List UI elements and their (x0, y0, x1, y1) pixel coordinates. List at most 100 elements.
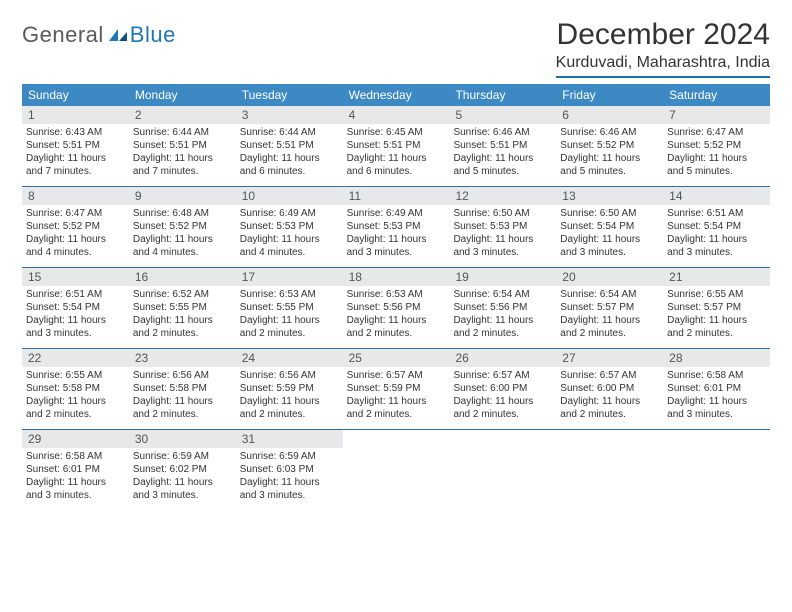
day-details: Sunrise: 6:54 AMSunset: 5:56 PMDaylight:… (449, 286, 556, 348)
sunset-text: Sunset: 5:51 PM (347, 139, 446, 152)
sunrise-text: Sunrise: 6:58 AM (667, 369, 766, 382)
day-details: Sunrise: 6:46 AMSunset: 5:52 PMDaylight:… (556, 124, 663, 186)
daylight-text: Daylight: 11 hours and 2 minutes. (560, 314, 659, 340)
sunrise-text: Sunrise: 6:50 AM (560, 207, 659, 220)
day-details: Sunrise: 6:57 AMSunset: 5:59 PMDaylight:… (343, 367, 450, 429)
week-row: 8Sunrise: 6:47 AMSunset: 5:52 PMDaylight… (22, 187, 770, 268)
daylight-text: Daylight: 11 hours and 3 minutes. (133, 476, 232, 502)
day-number: 11 (343, 187, 450, 205)
sunset-text: Sunset: 5:56 PM (453, 301, 552, 314)
daylight-text: Daylight: 11 hours and 2 minutes. (453, 395, 552, 421)
day-cell: 26Sunrise: 6:57 AMSunset: 6:00 PMDayligh… (449, 349, 556, 429)
day-cell: 13Sunrise: 6:50 AMSunset: 5:54 PMDayligh… (556, 187, 663, 267)
logo-word-general: General (22, 22, 104, 48)
day-details: Sunrise: 6:45 AMSunset: 5:51 PMDaylight:… (343, 124, 450, 186)
sunrise-text: Sunrise: 6:49 AM (347, 207, 446, 220)
day-cell: 31Sunrise: 6:59 AMSunset: 6:03 PMDayligh… (236, 430, 343, 510)
daylight-text: Daylight: 11 hours and 5 minutes. (667, 152, 766, 178)
day-number: 28 (663, 349, 770, 367)
day-number: 25 (343, 349, 450, 367)
sunset-text: Sunset: 5:57 PM (667, 301, 766, 314)
sunrise-text: Sunrise: 6:46 AM (560, 126, 659, 139)
sail-icon (108, 28, 128, 42)
sunset-text: Sunset: 5:59 PM (240, 382, 339, 395)
sunset-text: Sunset: 5:52 PM (26, 220, 125, 233)
day-cell: 9Sunrise: 6:48 AMSunset: 5:52 PMDaylight… (129, 187, 236, 267)
day-number: 2 (129, 106, 236, 124)
brand-logo: General Blue (22, 18, 176, 48)
sunrise-text: Sunrise: 6:55 AM (26, 369, 125, 382)
day-number: 24 (236, 349, 343, 367)
page-header: General Blue December 2024 Kurduvadi, Ma… (22, 18, 770, 78)
day-number: 9 (129, 187, 236, 205)
daylight-text: Daylight: 11 hours and 5 minutes. (453, 152, 552, 178)
daylight-text: Daylight: 11 hours and 7 minutes. (26, 152, 125, 178)
day-details: Sunrise: 6:51 AMSunset: 5:54 PMDaylight:… (663, 205, 770, 267)
day-number: 17 (236, 268, 343, 286)
sunset-text: Sunset: 5:51 PM (240, 139, 339, 152)
week-row: 1Sunrise: 6:43 AMSunset: 5:51 PMDaylight… (22, 106, 770, 187)
sunrise-text: Sunrise: 6:49 AM (240, 207, 339, 220)
sunrise-text: Sunrise: 6:51 AM (667, 207, 766, 220)
sunrise-text: Sunrise: 6:56 AM (240, 369, 339, 382)
day-cell: 27Sunrise: 6:57 AMSunset: 6:00 PMDayligh… (556, 349, 663, 429)
day-number: 26 (449, 349, 556, 367)
daylight-text: Daylight: 11 hours and 4 minutes. (240, 233, 339, 259)
day-details: Sunrise: 6:49 AMSunset: 5:53 PMDaylight:… (343, 205, 450, 267)
empty-cell (343, 430, 450, 510)
daylight-text: Daylight: 11 hours and 6 minutes. (347, 152, 446, 178)
logo-word-blue: Blue (130, 22, 176, 48)
day-number: 7 (663, 106, 770, 124)
day-details: Sunrise: 6:53 AMSunset: 5:55 PMDaylight:… (236, 286, 343, 348)
day-details: Sunrise: 6:59 AMSunset: 6:02 PMDaylight:… (129, 448, 236, 510)
dow-thursday: Thursday (449, 84, 556, 106)
sunrise-text: Sunrise: 6:47 AM (26, 207, 125, 220)
dow-tuesday: Tuesday (236, 84, 343, 106)
day-number: 12 (449, 187, 556, 205)
dow-monday: Monday (129, 84, 236, 106)
day-details: Sunrise: 6:44 AMSunset: 5:51 PMDaylight:… (236, 124, 343, 186)
day-details (449, 434, 556, 492)
day-number: 3 (236, 106, 343, 124)
day-details: Sunrise: 6:56 AMSunset: 5:59 PMDaylight:… (236, 367, 343, 429)
sunrise-text: Sunrise: 6:53 AM (347, 288, 446, 301)
day-cell: 11Sunrise: 6:49 AMSunset: 5:53 PMDayligh… (343, 187, 450, 267)
daylight-text: Daylight: 11 hours and 2 minutes. (453, 314, 552, 340)
day-cell: 16Sunrise: 6:52 AMSunset: 5:55 PMDayligh… (129, 268, 236, 348)
daylight-text: Daylight: 11 hours and 2 minutes. (240, 314, 339, 340)
sunset-text: Sunset: 5:55 PM (133, 301, 232, 314)
sunrise-text: Sunrise: 6:55 AM (667, 288, 766, 301)
day-details: Sunrise: 6:47 AMSunset: 5:52 PMDaylight:… (22, 205, 129, 267)
day-number: 4 (343, 106, 450, 124)
sunset-text: Sunset: 5:54 PM (26, 301, 125, 314)
dow-wednesday: Wednesday (343, 84, 450, 106)
day-number: 31 (236, 430, 343, 448)
sunset-text: Sunset: 5:58 PM (133, 382, 232, 395)
sunrise-text: Sunrise: 6:52 AM (133, 288, 232, 301)
day-number: 6 (556, 106, 663, 124)
sunset-text: Sunset: 6:01 PM (667, 382, 766, 395)
day-details: Sunrise: 6:56 AMSunset: 5:58 PMDaylight:… (129, 367, 236, 429)
title-block: December 2024 Kurduvadi, Maharashtra, In… (556, 18, 770, 78)
day-cell: 3Sunrise: 6:44 AMSunset: 5:51 PMDaylight… (236, 106, 343, 186)
day-cell: 5Sunrise: 6:46 AMSunset: 5:51 PMDaylight… (449, 106, 556, 186)
day-details: Sunrise: 6:51 AMSunset: 5:54 PMDaylight:… (22, 286, 129, 348)
sunrise-text: Sunrise: 6:53 AM (240, 288, 339, 301)
sunrise-text: Sunrise: 6:54 AM (453, 288, 552, 301)
sunset-text: Sunset: 5:53 PM (453, 220, 552, 233)
day-number: 5 (449, 106, 556, 124)
day-cell: 28Sunrise: 6:58 AMSunset: 6:01 PMDayligh… (663, 349, 770, 429)
daylight-text: Daylight: 11 hours and 4 minutes. (133, 233, 232, 259)
day-cell: 17Sunrise: 6:53 AMSunset: 5:55 PMDayligh… (236, 268, 343, 348)
day-cell: 25Sunrise: 6:57 AMSunset: 5:59 PMDayligh… (343, 349, 450, 429)
day-number: 22 (22, 349, 129, 367)
sunset-text: Sunset: 5:52 PM (133, 220, 232, 233)
day-number: 19 (449, 268, 556, 286)
sunrise-text: Sunrise: 6:51 AM (26, 288, 125, 301)
sunset-text: Sunset: 6:00 PM (560, 382, 659, 395)
day-number: 27 (556, 349, 663, 367)
day-cell: 30Sunrise: 6:59 AMSunset: 6:02 PMDayligh… (129, 430, 236, 510)
day-cell: 24Sunrise: 6:56 AMSunset: 5:59 PMDayligh… (236, 349, 343, 429)
day-details: Sunrise: 6:55 AMSunset: 5:58 PMDaylight:… (22, 367, 129, 429)
day-details (343, 434, 450, 492)
